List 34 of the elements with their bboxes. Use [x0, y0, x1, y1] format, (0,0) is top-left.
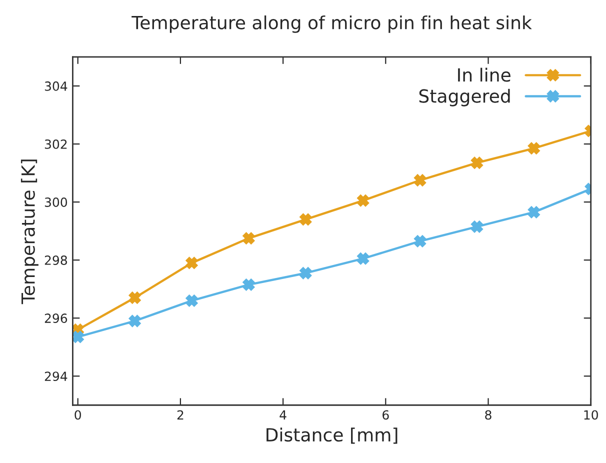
y-axis-title: Temperature [K]	[20, 160, 38, 304]
y-tick-label: 300	[44, 197, 68, 207]
x-tick-label: 2	[177, 410, 184, 420]
point	[414, 174, 426, 186]
point	[186, 257, 198, 269]
point	[471, 220, 483, 233]
legend-label: Staggered	[419, 88, 510, 106]
y-tick-label: 294	[44, 372, 68, 382]
x-tick-label: 10	[584, 410, 598, 420]
x-tick-label: 0	[74, 410, 81, 420]
y-tick-label: 298	[44, 256, 68, 265]
point	[186, 294, 198, 307]
x-tick-label: 4	[280, 410, 286, 420]
point	[128, 292, 141, 304]
point	[72, 331, 84, 343]
y-tick-label: 304	[44, 81, 68, 91]
point	[300, 214, 312, 226]
point	[528, 206, 540, 218]
y-tick-label: 302	[44, 139, 67, 149]
legend-label: In line	[458, 68, 510, 82]
point	[414, 235, 426, 248]
point	[242, 232, 255, 244]
point	[300, 267, 312, 280]
point	[242, 278, 255, 291]
x-tick-label: 8	[485, 410, 492, 420]
point	[357, 194, 369, 206]
point	[528, 142, 540, 154]
point	[471, 156, 483, 169]
point	[357, 252, 369, 265]
x-tick-label: 6	[382, 410, 389, 420]
y-tick-label: 296	[44, 314, 68, 324]
point	[128, 315, 141, 327]
x-axis-title: Distance [mm]	[266, 428, 398, 444]
chart-title: Temperature along of micro pin fin heat sink	[132, 15, 532, 33]
